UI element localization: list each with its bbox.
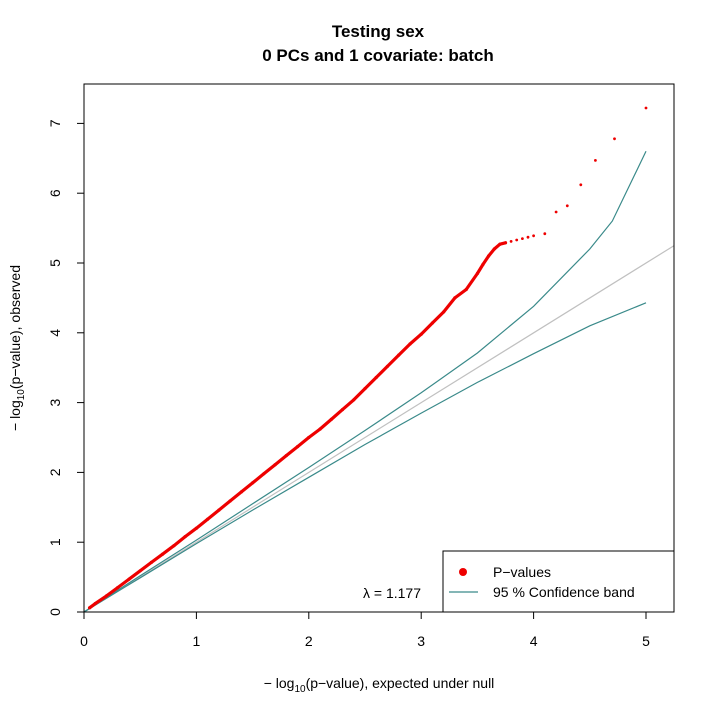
pvalue-point [579,183,583,187]
y-tick-label: 2 [47,468,63,476]
plot-area [84,106,674,612]
pvalue-point [554,210,558,214]
pvalue-point [138,569,142,573]
pvalue-point [116,586,120,590]
pvalue-point [613,137,616,141]
y-tick-label: 6 [47,189,63,197]
y-tick-label: 4 [47,329,63,337]
chart-title: Testing sex [332,22,425,41]
pvalue-point [408,342,412,346]
pvalue-point [453,296,457,300]
pvalue-point [228,499,232,503]
pvalue-point [503,241,508,245]
pvalue-point [543,232,547,236]
pvalue-point [481,262,485,266]
chart-subtitle: 0 PCs and 1 covariate: batch [262,46,493,65]
pvalue-point [515,238,519,242]
lambda-label: λ = 1.177 [363,585,421,601]
pvalue-point [442,310,446,314]
x-tick-label: 3 [417,633,425,649]
null-diagonal-line [84,245,674,612]
pvalue-point [385,364,390,368]
pvalue-point [284,454,288,458]
pvalue-point [430,321,434,325]
legend-label-band: 95 % Confidence band [493,584,635,600]
pvalue-point [161,552,165,556]
pvalue-point [565,204,569,208]
pvalue-point [492,247,496,251]
pvalue-point [239,490,243,494]
y-tick-label: 3 [47,398,63,406]
pvalue-point [296,445,300,449]
x-tick-label: 5 [642,633,650,649]
legend-label-pvalues: P−values [493,564,551,580]
pvalue-point [464,287,468,292]
x-tick-label: 1 [193,633,201,649]
pvalue-point [475,271,479,276]
pvalue-point [397,353,401,357]
y-tick-label: 7 [47,119,63,127]
pvalue-point [374,375,378,380]
pvalue-point [340,408,345,412]
pvalue-point [172,544,176,548]
pvalue-point [498,242,502,246]
x-tick-label: 2 [305,633,313,649]
x-axis-label: − log10(p−value), expected under null [264,675,495,695]
pvalue-point [363,387,367,391]
pvalue-point [318,427,322,431]
pvalue-point [532,234,535,238]
x-tick-label: 4 [530,633,538,649]
confidence-band-upper [84,151,647,612]
pvalue-point [127,577,131,581]
pvalue-point [329,417,333,421]
y-tick-label: 1 [47,538,63,546]
pvalue-point [419,332,423,336]
y-tick-label: 0 [47,608,63,616]
pvalue-point [644,106,648,110]
pvalue-point [594,159,597,162]
x-axis: 0 1 2 3 4 5 [80,612,650,649]
legend: P−values 95 % Confidence band [442,550,675,613]
pvalue-point [183,535,187,539]
confidence-band-lower [84,302,647,612]
y-axis: 0 1 2 3 4 5 6 7 [47,119,84,616]
pvalue-point [104,594,109,598]
y-axis-label: − log10(p−value), observed [7,265,27,431]
pvalue-point [352,398,356,402]
pvalue-point [521,237,524,241]
x-tick-label: 0 [80,633,88,649]
legend-box [442,550,675,613]
pvalue-point [217,508,221,512]
pvalue-point [194,526,198,530]
plot-border [83,83,675,613]
pvalue-point [88,606,92,610]
pvalue-point [487,254,491,258]
pvalue-point [206,517,210,521]
pvalue-point [149,560,153,565]
pvalue-point [273,463,277,467]
pvalue-point [93,602,97,606]
pvalue-point [251,481,255,485]
pvalue-point [262,472,266,476]
y-tick-label: 5 [47,259,63,267]
pvalue-point [307,435,311,440]
pvalue-point [509,240,513,243]
legend-point-symbol [459,568,467,576]
pvalue-point [526,235,530,239]
